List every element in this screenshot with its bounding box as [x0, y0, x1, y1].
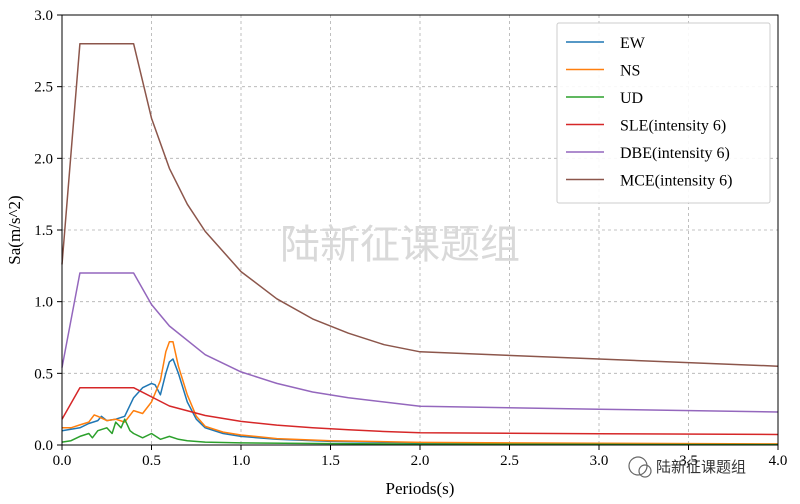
- y-tick-label: 0.5: [34, 366, 53, 382]
- y-tick-label: 3.0: [34, 8, 53, 24]
- x-tick-label: 2.0: [411, 453, 430, 469]
- series-line-0: [61, 358, 779, 446]
- x-tick-label: 0.5: [142, 453, 161, 469]
- x-tick-label: 3.5: [679, 453, 698, 469]
- series-lines: [61, 42, 779, 446]
- legend-label: NS: [620, 63, 640, 80]
- series-line-1: [62, 341, 779, 445]
- legend-label: SLE(intensity 6): [620, 118, 726, 135]
- legend-box: [556, 22, 771, 204]
- y-axis-label: Sa(m/s^2): [5, 195, 24, 264]
- x-tick-label: 2.5: [500, 453, 519, 469]
- x-tick-label: 1.0: [232, 453, 251, 469]
- wechat-icon-bubble: [638, 464, 652, 478]
- y-tick-label: 2.5: [34, 80, 53, 96]
- series-line-2: [61, 418, 779, 446]
- axis-ticks: 0.0 0.5 1.0 1.5 2.0 2.5 3.0 3.5 4.0 0.0 0.5 1.0 1.5 2…: [34, 8, 787, 469]
- y-tick-label: 2.0: [34, 151, 53, 167]
- y-tick-label: 0.0: [34, 438, 53, 454]
- legend: EW NS UD SLE(intensity 6) DBE(intensity 6) MC…: [556, 22, 771, 204]
- x-tick-label: 3.0: [590, 453, 609, 469]
- watermark-corner-text: 陆新征课题组: [656, 458, 746, 476]
- legend-label: EW: [620, 35, 646, 52]
- legend-label: DBE(intensity 6): [620, 145, 730, 162]
- x-tick-label: 4.0: [769, 453, 788, 469]
- y-tick-label: 1.5: [34, 223, 53, 239]
- legend-label: UD: [620, 90, 643, 107]
- x-axis-label: Periods(s): [386, 479, 455, 498]
- watermark-center: 陆新征课题组: [280, 222, 520, 268]
- watermark-corner: 陆新征课题组: [628, 456, 746, 478]
- wechat-icon: [628, 456, 648, 476]
- y-tick-label: 1.0: [34, 295, 53, 311]
- series-line-4: [61, 272, 779, 413]
- series-line-5: [61, 42, 779, 367]
- x-tick-label: 1.5: [321, 453, 340, 469]
- legend-label: MCE(intensity 6): [620, 173, 732, 190]
- x-tick-label: 0.0: [53, 453, 72, 469]
- series-line-3: [61, 386, 779, 436]
